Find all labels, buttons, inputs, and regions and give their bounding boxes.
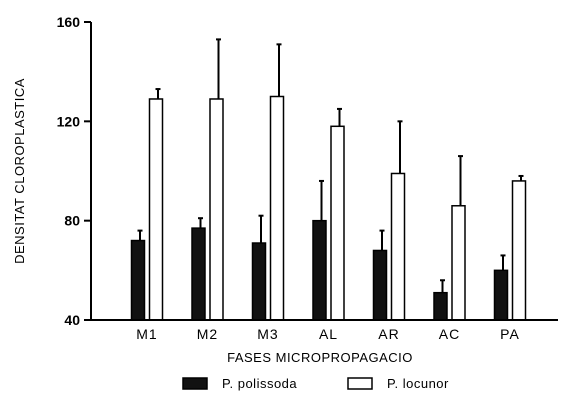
bar-p-locunor-ar <box>390 172 406 321</box>
x-tick-label: AR <box>378 326 399 342</box>
x-tick-label: PA <box>500 326 520 342</box>
bar-p-locunor-m1 <box>148 98 164 321</box>
x-tick-label: AC <box>439 326 460 342</box>
bar-p-polissoda-pa <box>493 269 509 321</box>
x-tick-label: M1 <box>136 326 157 342</box>
x-tick-label: AL <box>319 326 338 342</box>
bar-p-locunor-pa <box>511 180 527 321</box>
bar-p-locunor-m3 <box>269 95 285 321</box>
bar-p-polissoda-al <box>312 219 327 321</box>
legend: P. polissoda P. locunor <box>182 376 449 391</box>
bar-p-polissoda-m3 <box>251 242 267 321</box>
x-tick-label: M2 <box>197 326 218 342</box>
y-tick-label: 120 <box>57 113 81 129</box>
y-ticks: 40 80 120 160 <box>57 14 91 328</box>
y-axis-title: DENSITAT CLOROPLASTICA <box>12 78 27 264</box>
y-tick-label: 160 <box>57 14 81 30</box>
legend-label-p-locunor: P. locunor <box>387 376 449 391</box>
y-tick-label: 40 <box>64 312 80 328</box>
bar-p-polissoda-ac <box>433 291 448 321</box>
legend-swatch-p-polissoda <box>182 377 208 390</box>
x-tick-labels: M1 M2 M3 AL AR AC PA <box>136 326 520 342</box>
bar-p-locunor-ac <box>451 205 466 321</box>
bar-p-locunor-m2 <box>209 98 224 321</box>
bar-p-polissoda-m1 <box>130 239 146 321</box>
bar-p-polissoda-ar <box>372 249 388 321</box>
x-axis-title: FASES MICROPROPAGACIO <box>227 350 413 365</box>
bar-p-locunor-al <box>330 125 345 321</box>
legend-label-p-polissoda: P. polissoda <box>222 376 297 391</box>
x-tick-label: M3 <box>257 326 278 342</box>
bar-p-polissoda-m2 <box>191 227 206 321</box>
legend-swatch-p-locunor <box>347 377 373 390</box>
y-tick-label: 80 <box>64 213 80 229</box>
chart-marks <box>130 38 527 321</box>
